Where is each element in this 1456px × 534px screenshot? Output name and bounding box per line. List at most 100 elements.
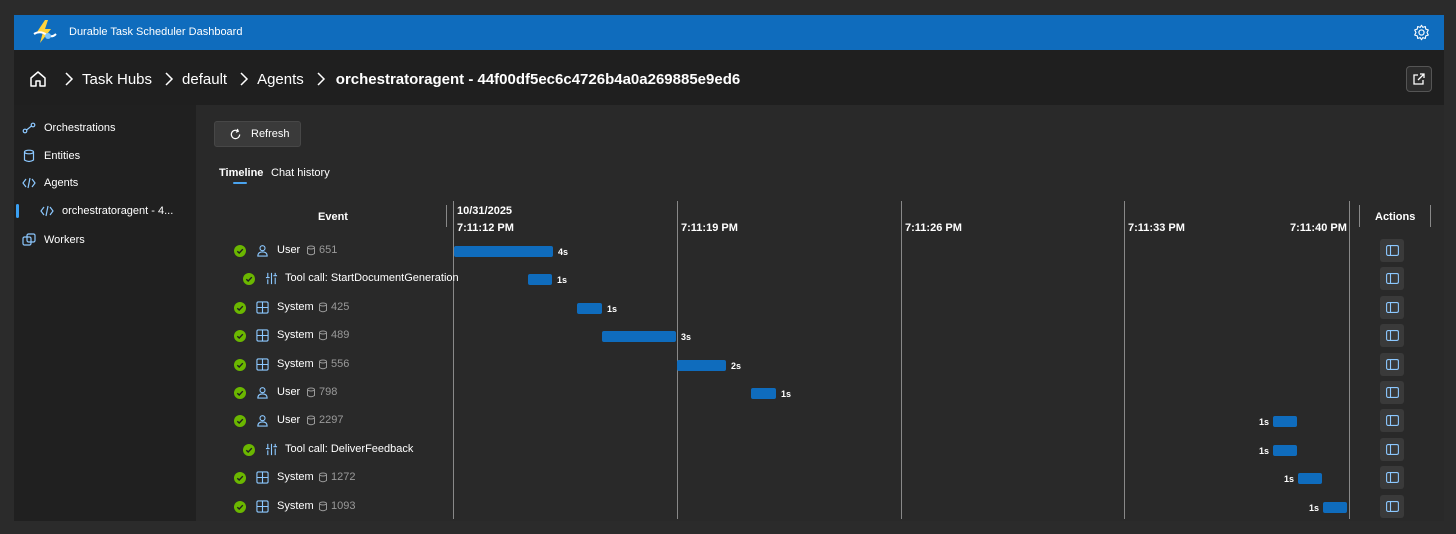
duration-bar[interactable] bbox=[1298, 473, 1322, 484]
settings-gear-icon[interactable] bbox=[1413, 24, 1430, 41]
open-details-button[interactable] bbox=[1380, 239, 1404, 262]
open-details-button[interactable] bbox=[1380, 353, 1404, 376]
tool-icon bbox=[265, 272, 278, 285]
actions-column-header: Actions bbox=[1375, 211, 1416, 223]
system-icon bbox=[256, 301, 269, 314]
event-label[interactable]: User bbox=[277, 386, 301, 398]
header-divider bbox=[1359, 205, 1360, 227]
event-label[interactable]: System bbox=[277, 358, 314, 370]
token-count: 798 bbox=[306, 386, 337, 398]
timeline-gridline bbox=[1124, 201, 1125, 519]
timeline-date-label: 10/31/2025 bbox=[457, 205, 513, 217]
sidebar-item-label: orchestratoragent - 4... bbox=[62, 205, 174, 217]
token-count-value: 1093 bbox=[331, 500, 356, 512]
timeline-gridline bbox=[1349, 201, 1350, 519]
open-details-button[interactable] bbox=[1380, 324, 1404, 347]
duration-label: 1s bbox=[1309, 503, 1320, 513]
event-label[interactable]: Tool call: StartDocumentGeneration bbox=[285, 272, 459, 284]
tab-chat-history[interactable]: Chat history bbox=[271, 167, 330, 179]
tab-timeline[interactable]: Timeline bbox=[219, 167, 264, 179]
open-details-button[interactable] bbox=[1380, 267, 1404, 290]
duration-bar[interactable] bbox=[751, 388, 776, 399]
sidebar-item-workers[interactable]: Workers bbox=[14, 228, 196, 252]
refresh-label: Refresh bbox=[251, 128, 290, 140]
workers-icon bbox=[22, 233, 36, 246]
top-bar: Durable Task Scheduler Dashboard bbox=[14, 15, 1444, 50]
duration-label: 3s bbox=[681, 332, 692, 342]
logo-icon bbox=[33, 20, 57, 43]
sidebar-item-orchestrations[interactable]: Orchestrations bbox=[14, 116, 196, 140]
chevron-right-icon bbox=[317, 72, 325, 86]
event-label[interactable]: System bbox=[277, 301, 314, 313]
duration-bar[interactable] bbox=[1323, 502, 1347, 513]
event-label[interactable]: Tool call: DeliverFeedback bbox=[285, 443, 414, 455]
flow-icon bbox=[22, 122, 36, 134]
sidebar-item-label: Agents bbox=[44, 177, 79, 189]
open-details-button[interactable] bbox=[1380, 381, 1404, 404]
sidebar-item-entities[interactable]: Entities bbox=[14, 144, 196, 168]
token-icon bbox=[319, 359, 327, 369]
timeline-tick-label: 7:11:19 PM bbox=[681, 222, 738, 234]
breadcrumb-default[interactable]: default bbox=[182, 70, 228, 88]
timeline-tick-label: 7:11:12 PM bbox=[457, 222, 514, 234]
breadcrumb-agents[interactable]: Agents bbox=[257, 70, 304, 88]
home-icon[interactable] bbox=[28, 69, 48, 89]
code-icon bbox=[40, 205, 54, 217]
completed-check-icon bbox=[234, 386, 246, 399]
breadcrumb-task-hubs[interactable]: Task Hubs bbox=[82, 70, 153, 88]
timeline-row: User 2297 1s bbox=[196, 409, 1444, 434]
app-title: Durable Task Scheduler Dashboard bbox=[69, 26, 243, 38]
event-label[interactable]: System bbox=[277, 500, 314, 512]
completed-check-icon bbox=[234, 500, 246, 513]
open-details-button[interactable] bbox=[1380, 296, 1404, 319]
chevron-right-icon bbox=[240, 72, 249, 86]
panel-icon bbox=[1385, 444, 1399, 455]
token-count: 2297 bbox=[306, 414, 343, 426]
duration-label: 2s bbox=[731, 361, 742, 371]
app-frame: Durable Task Scheduler Dashboard Task Hu… bbox=[14, 15, 1444, 521]
open-details-button[interactable] bbox=[1380, 466, 1404, 489]
event-label[interactable]: User bbox=[277, 244, 301, 256]
refresh-button[interactable]: Refresh bbox=[214, 121, 301, 147]
duration-bar[interactable] bbox=[1273, 445, 1297, 456]
active-tab-indicator bbox=[233, 182, 247, 184]
panel-icon bbox=[1385, 273, 1399, 284]
open-details-button[interactable] bbox=[1380, 438, 1404, 461]
panel-icon bbox=[1385, 472, 1399, 483]
completed-check-icon bbox=[234, 301, 246, 314]
user-icon bbox=[256, 414, 269, 427]
duration-bar[interactable] bbox=[677, 360, 726, 371]
sidebar-item-label: Workers bbox=[44, 234, 85, 246]
sidebar-item-agents[interactable]: Agents bbox=[14, 171, 196, 195]
duration-label: 1s bbox=[1259, 446, 1270, 456]
open-details-button[interactable] bbox=[1380, 409, 1404, 432]
breadcrumb: Task Hubs default Agents orchestratorage… bbox=[28, 67, 750, 91]
duration-bar[interactable] bbox=[577, 303, 602, 314]
token-icon bbox=[319, 472, 327, 482]
token-icon bbox=[319, 330, 327, 340]
sidebar-item-orchestratoragent[interactable]: orchestratoragent - 4... bbox=[14, 199, 196, 223]
completed-check-icon bbox=[234, 244, 246, 257]
token-icon bbox=[307, 415, 315, 425]
sidebar-item-label: Entities bbox=[44, 150, 81, 162]
code-icon bbox=[22, 177, 36, 189]
token-count: 1093 bbox=[318, 500, 355, 512]
timeline-tick-label: 7:11:40 PM bbox=[1290, 222, 1347, 234]
header-divider bbox=[446, 205, 447, 227]
duration-bar[interactable] bbox=[454, 246, 553, 257]
duration-bar[interactable] bbox=[1273, 416, 1297, 427]
duration-bar[interactable] bbox=[528, 274, 552, 285]
open-details-button[interactable] bbox=[1380, 495, 1404, 518]
sidebar: Orchestrations Entities Agents orchestra… bbox=[14, 105, 196, 521]
token-count: 1272 bbox=[318, 471, 355, 483]
event-label[interactable]: User bbox=[277, 414, 301, 426]
token-count: 489 bbox=[318, 329, 349, 341]
token-count-value: 556 bbox=[331, 358, 350, 370]
completed-check-icon bbox=[234, 471, 246, 484]
timeline-row: User 651 4s bbox=[196, 239, 1444, 264]
event-label[interactable]: System bbox=[277, 329, 314, 341]
event-label[interactable]: System bbox=[277, 471, 314, 483]
duration-bar[interactable] bbox=[602, 331, 676, 342]
share-button[interactable] bbox=[1406, 66, 1432, 92]
completed-check-icon bbox=[234, 329, 246, 342]
